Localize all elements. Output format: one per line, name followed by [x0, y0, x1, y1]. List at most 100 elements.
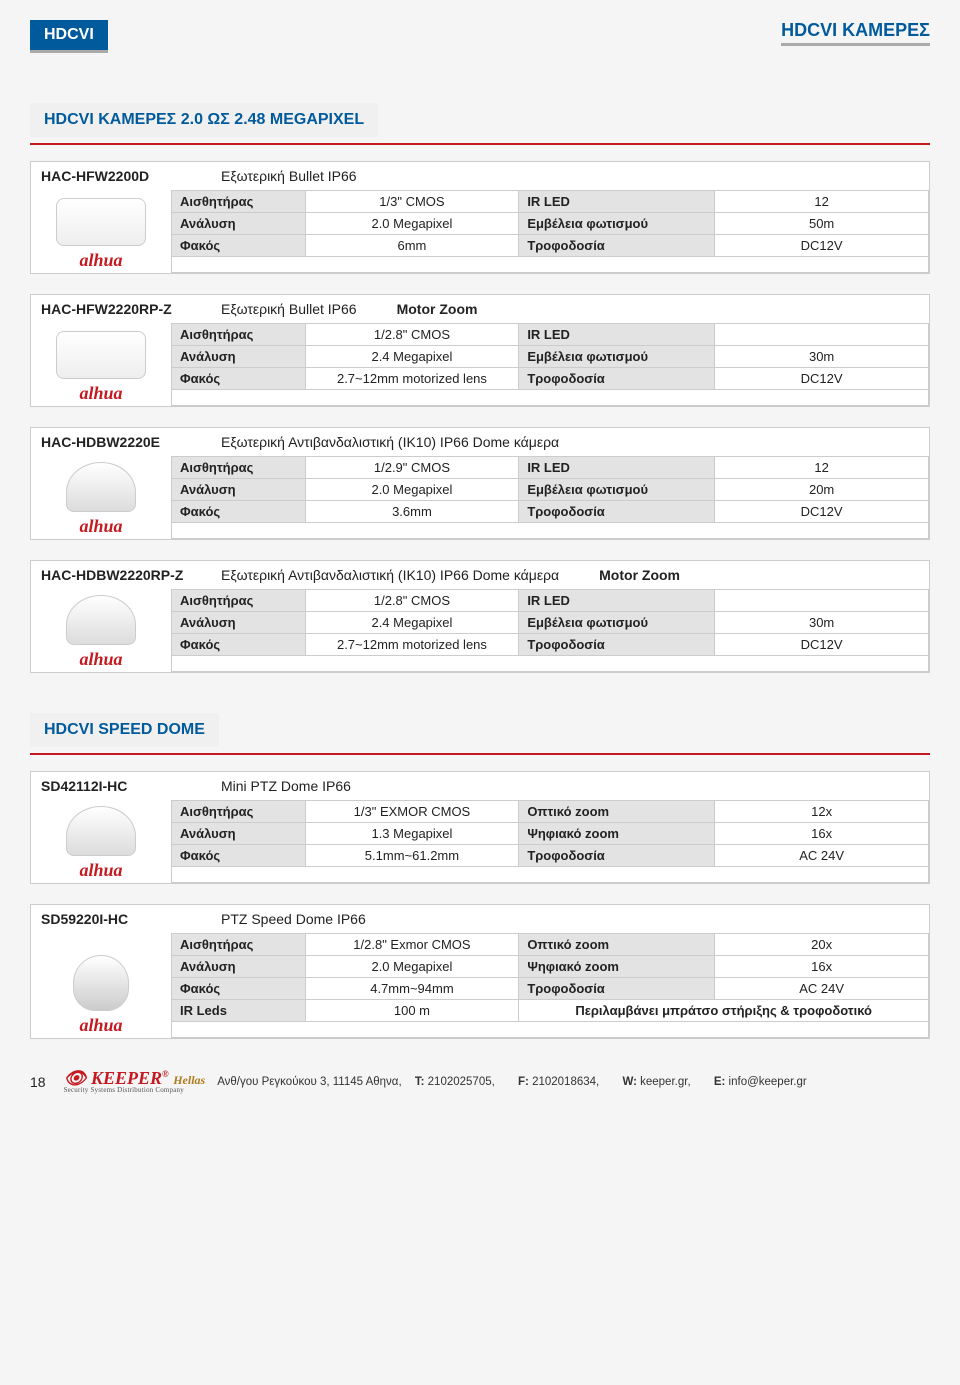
product-thumbnail: alhua [31, 456, 171, 539]
camera-icon [56, 331, 146, 379]
section-rule [30, 143, 930, 145]
spec-value: 30m [715, 346, 929, 368]
spec-value: 12 [715, 457, 929, 479]
spec-label: Εμβέλεια φωτισμού [519, 213, 715, 235]
spec-label: Ανάλυση [172, 956, 306, 978]
section-title: HDCVI ΚΑΜΕΡΕΣ 2.0 ΩΣ 2.48 MEGAPIXEL [30, 103, 378, 137]
spec-value: 1/2.8" CMOS [305, 590, 519, 612]
spec-value: 1/2.9" CMOS [305, 457, 519, 479]
spec-value: 2.7~12mm motorized lens [305, 634, 519, 656]
table-row: Ανάλυση2.0 MegapixelΨηφιακό zoom16x [172, 956, 929, 978]
table-row [172, 523, 929, 539]
spec-label: Εμβέλεια φωτισμού [519, 479, 715, 501]
brand-logo: alhua [79, 860, 122, 881]
spec-label: Τροφοδοσία [519, 634, 715, 656]
table-row: Φακός2.7~12mm motorized lensΤροφοδοσίαDC… [172, 368, 929, 390]
spec-label: Φακός [172, 634, 306, 656]
spec-value: 20x [715, 934, 929, 956]
spec-value: 30m [715, 612, 929, 634]
spec-value: DC12V [715, 501, 929, 523]
product-header: HAC-HDBW2220EΕξωτερική Αντιβανδαλιστική … [31, 428, 929, 456]
product-body: alhua Αισθητήρας1/3" EXMOR CMOSΟπτικό zoo… [31, 800, 929, 883]
spec-table: Αισθητήρας1/2.8" Exmor CMOSΟπτικό zoom20… [171, 933, 929, 1038]
product-thumbnail: alhua [31, 190, 171, 273]
product-description: Εξωτερική Bullet IP66 [221, 168, 357, 184]
spec-label: Φακός [172, 845, 306, 867]
spec-value: 2.0 Megapixel [305, 956, 519, 978]
spec-label: IR LED [519, 590, 715, 612]
spec-value: 2.0 Megapixel [305, 479, 519, 501]
product-model: HAC-HFW2200D [41, 168, 191, 184]
product-body: alhua Αισθητήρας1/2.8" Exmor CMOSΟπτικό z… [31, 933, 929, 1038]
spec-table: Αισθητήρας1/3" CMOSIR LED12Ανάλυση2.0 Me… [171, 190, 929, 273]
spec-label: IR LED [519, 324, 715, 346]
spec-label: Τροφοδοσία [519, 501, 715, 523]
spec-label: Οπτικό zoom [519, 801, 715, 823]
product-header: SD59220I-HCPTZ Speed Dome IP66 [31, 905, 929, 933]
brand-logo: alhua [79, 1015, 122, 1036]
table-row: Φακός3.6mmΤροφοδοσίαDC12V [172, 501, 929, 523]
footer-logo: 👁 KEEPER® Hellas Security Systems Distri… [64, 1069, 206, 1094]
spec-value: 1/3" EXMOR CMOS [305, 801, 519, 823]
table-row: Φακός2.7~12mm motorized lensΤροφοδοσίαDC… [172, 634, 929, 656]
product-block: SD42112I-HCMini PTZ Dome IP66alhuaΑισθητ… [30, 771, 930, 884]
page-header: HDCVI HDCVI ΚΑΜΕΡΕΣ [30, 20, 930, 53]
spec-value: 100 m [305, 1000, 519, 1022]
spec-value: AC 24V [715, 978, 929, 1000]
spec-value: 12 [715, 191, 929, 213]
product-block: HAC-HFW2220RP-ZΕξωτερική Bullet IP66Moto… [30, 294, 930, 407]
spec-label: Αισθητήρας [172, 324, 306, 346]
camera-icon [73, 955, 129, 1011]
table-row: Ανάλυση2.0 MegapixelΕμβέλεια φωτισμού50m [172, 213, 929, 235]
product-model: HAC-HDBW2220RP-Z [41, 567, 191, 583]
spec-label: Αισθητήρας [172, 934, 306, 956]
product-block: SD59220I-HCPTZ Speed Dome IP66 alhua Αισθη… [30, 904, 930, 1039]
product-model: HAC-HFW2220RP-Z [41, 301, 191, 317]
spec-label: Ανάλυση [172, 479, 306, 501]
table-row: Ανάλυση2.4 MegapixelΕμβέλεια φωτισμού30m [172, 346, 929, 368]
spec-value: 1.3 Megapixel [305, 823, 519, 845]
table-row: Αισθητήρας1/2.9" CMOSIR LED12 [172, 457, 929, 479]
table-row: IR Leds100 mΠεριλαμβάνει μπράτσο στήριξη… [172, 1000, 929, 1022]
table-row: Ανάλυση2.4 MegapixelΕμβέλεια φωτισμού30m [172, 612, 929, 634]
spec-label: Οπτικό zoom [519, 934, 715, 956]
spec-label: Τροφοδοσία [519, 235, 715, 257]
table-row [172, 257, 929, 273]
spec-value: 2.7~12mm motorized lens [305, 368, 519, 390]
product-block: HAC-HDBW2220EΕξωτερική Αντιβανδαλιστική … [30, 427, 930, 540]
spec-label: Φακός [172, 368, 306, 390]
section-rule [30, 753, 930, 755]
product-thumbnail: alhua [31, 933, 171, 1038]
spec-value: 20m [715, 479, 929, 501]
brand-logo: alhua [79, 516, 122, 537]
spec-label: Αισθητήρας [172, 191, 306, 213]
spec-value: 6mm [305, 235, 519, 257]
spec-label: IR LED [519, 457, 715, 479]
product-block: HAC-HDBW2220RP-ZΕξωτερική Αντιβανδαλιστι… [30, 560, 930, 673]
spec-value: 1/3" CMOS [305, 191, 519, 213]
spec-value: 2.0 Megapixel [305, 213, 519, 235]
spec-value: DC12V [715, 235, 929, 257]
category-badge: HDCVI [30, 20, 108, 53]
spec-table: Αισθητήρας1/2.8" CMOSIR LEDΑνάλυση2.4 Me… [171, 323, 929, 406]
page-title-badge: HDCVI ΚΑΜΕΡΕΣ [781, 20, 930, 46]
table-row: Αισθητήρας1/3" EXMOR CMOSΟπτικό zoom12x [172, 801, 929, 823]
spec-value: 2.4 Megapixel [305, 346, 519, 368]
spec-label: Αισθητήρας [172, 590, 306, 612]
spec-label: Τροφοδοσία [519, 978, 715, 1000]
product-model: SD42112I-HC [41, 778, 191, 794]
table-row: Αισθητήρας1/2.8" CMOSIR LED [172, 324, 929, 346]
camera-icon [56, 198, 146, 246]
spec-label: Φακός [172, 501, 306, 523]
product-header: HAC-HDBW2220RP-ZΕξωτερική Αντιβανδαλιστι… [31, 561, 929, 589]
spec-value: 4.7mm~94mm [305, 978, 519, 1000]
spec-value: 12x [715, 801, 929, 823]
spec-label: Εμβέλεια φωτισμού [519, 612, 715, 634]
spec-value: 3.6mm [305, 501, 519, 523]
product-body: alhuaΑισθητήρας1/2.8" CMOSIR LEDΑνάλυση2… [31, 323, 929, 406]
product-description: Εξωτερική Bullet IP66 [221, 301, 357, 317]
spec-label: Ανάλυση [172, 346, 306, 368]
product-model: HAC-HDBW2220E [41, 434, 191, 450]
table-row: Αισθητήρας1/2.8" CMOSIR LED [172, 590, 929, 612]
product-body: alhua Αισθητήρας1/2.9" CMOSIR LED12Ανάλυσ… [31, 456, 929, 539]
